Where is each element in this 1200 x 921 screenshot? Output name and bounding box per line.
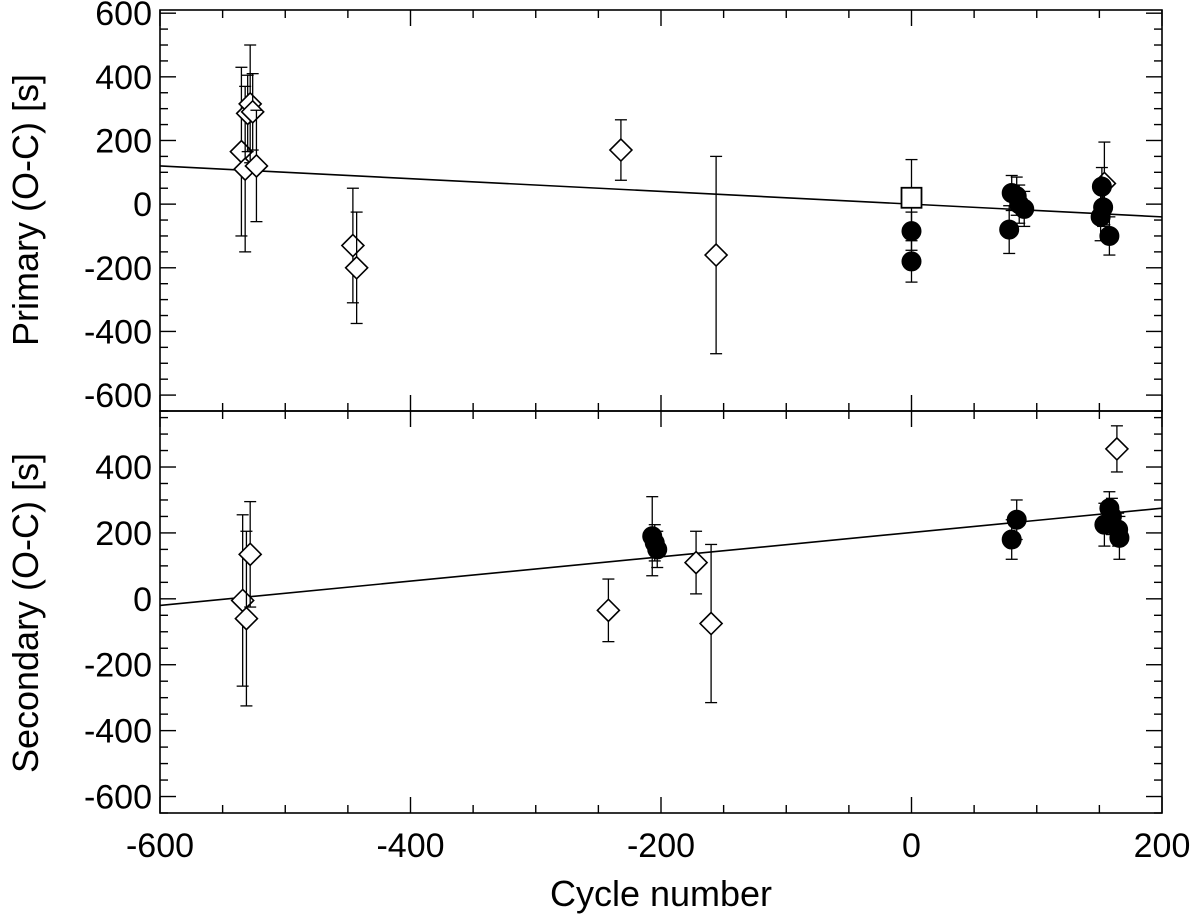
secondary-y-axis-label: Secondary (O-C) [s] bbox=[5, 453, 46, 773]
primary-point-diamond bbox=[703, 242, 729, 268]
secondary-y-tick-label: 400 bbox=[95, 449, 152, 487]
secondary-point-circle bbox=[647, 539, 668, 560]
primary-point-circle bbox=[1099, 225, 1120, 246]
primary-y-tick-label: 200 bbox=[95, 122, 152, 160]
secondary-y-tick-label: 0 bbox=[133, 581, 152, 619]
primary-y-tick-label: 600 bbox=[95, 0, 152, 33]
secondary-point-circle bbox=[1109, 527, 1130, 548]
primary-y-tick-label: 0 bbox=[133, 186, 152, 224]
x-tick-label: 200 bbox=[1134, 827, 1191, 865]
primary-fit-line bbox=[159, 165, 1163, 218]
primary-y-tick-label: -600 bbox=[84, 377, 152, 415]
x-tick-label: 0 bbox=[902, 827, 921, 865]
primary-point-circle bbox=[1014, 198, 1035, 219]
primary-point-diamond bbox=[244, 153, 269, 179]
x-tick-label: -200 bbox=[627, 827, 695, 865]
secondary-point-diamond bbox=[683, 550, 709, 575]
primary-point-diamond bbox=[240, 99, 265, 124]
secondary-y-tick-label: 200 bbox=[95, 515, 152, 553]
primary-y-tick-label: -400 bbox=[84, 313, 152, 351]
secondary-plot-frame bbox=[159, 410, 1163, 814]
secondary-point-diamond bbox=[238, 542, 263, 567]
x-tick-label: -400 bbox=[376, 827, 444, 865]
secondary-point-circle bbox=[1006, 509, 1027, 530]
primary-y-tick-label: -200 bbox=[84, 250, 152, 288]
primary-panel: 600 400 200 0 -200 -400 -600 bbox=[84, 0, 1163, 415]
primary-point-circle bbox=[999, 219, 1020, 240]
primary-point-diamond bbox=[344, 255, 369, 280]
x-tick-label: -600 bbox=[126, 827, 194, 865]
primary-point-circle bbox=[901, 251, 922, 272]
x-axis-label: Cycle number bbox=[550, 873, 772, 914]
primary-point-circle bbox=[1093, 197, 1114, 218]
primary-point-square bbox=[900, 186, 923, 209]
primary-point-diamond bbox=[608, 137, 634, 163]
secondary-point-diamond bbox=[698, 611, 724, 636]
primary-point-circle bbox=[1091, 176, 1112, 197]
secondary-point-diamond bbox=[234, 606, 259, 631]
secondary-point-diamond bbox=[596, 598, 621, 623]
primary-point-diamond bbox=[340, 233, 366, 258]
secondary-y-tick-label: -400 bbox=[84, 713, 152, 751]
primary-y-axis-label: Primary (O-C) [s] bbox=[5, 74, 46, 346]
secondary-y-tick-label: -200 bbox=[84, 647, 152, 685]
secondary-point-diamond bbox=[1104, 436, 1130, 462]
primary-point-circle bbox=[901, 221, 922, 242]
secondary-y-tick-label: -600 bbox=[84, 779, 152, 817]
secondary-panel: 400 200 0 -200 -400 -600 -600 -400 -200 0 200 bbox=[84, 410, 1191, 865]
primary-y-tick-label: 400 bbox=[95, 59, 152, 97]
